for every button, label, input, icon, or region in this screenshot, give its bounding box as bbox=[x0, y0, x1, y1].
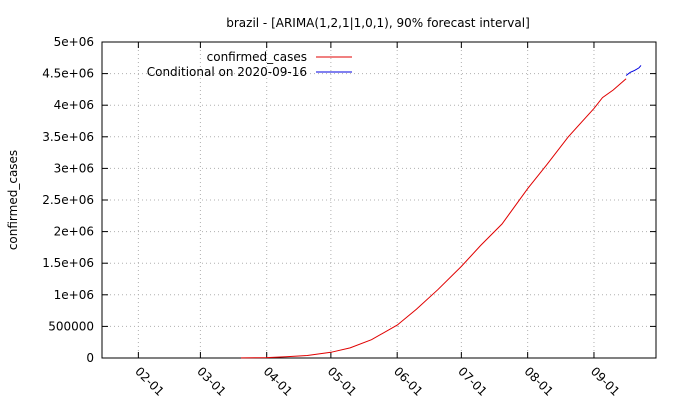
x-tick-label: 05-01 bbox=[325, 364, 360, 399]
y-tick-label: 4e+06 bbox=[54, 98, 94, 112]
legend-label: confirmed_cases bbox=[207, 50, 307, 64]
x-tick-label: 09-01 bbox=[588, 364, 623, 399]
series-line-forecast bbox=[625, 65, 642, 76]
y-tick-label: 2e+06 bbox=[54, 225, 94, 239]
x-tick-label: 06-01 bbox=[391, 364, 426, 399]
x-tick-label: 04-01 bbox=[261, 364, 296, 399]
chart-title: brazil - [ARIMA(1,2,1|1,0,1), 90% foreca… bbox=[226, 16, 530, 30]
y-tick-label: 3e+06 bbox=[54, 161, 94, 175]
series bbox=[240, 65, 642, 359]
y-tick-label: 1e+06 bbox=[54, 288, 94, 302]
x-tick-label: 08-01 bbox=[522, 364, 557, 399]
y-tick-label: 2.5e+06 bbox=[42, 193, 94, 207]
series-line-confirmed-cases bbox=[240, 78, 627, 359]
y-tick-label: 1.5e+06 bbox=[42, 256, 94, 270]
x-tick-label: 02-01 bbox=[132, 364, 167, 399]
y-tick-label: 4.5e+06 bbox=[42, 67, 94, 81]
y-axis-label: confirmed_cases bbox=[6, 150, 20, 250]
ticks: 0 500000 1e+06 1.5e+06 2e+06 2.5e+06 3e+06 3.5e… bbox=[42, 35, 656, 399]
y-tick-label: 500000 bbox=[48, 319, 94, 333]
legend-label: Conditional on 2020-09-16 bbox=[147, 65, 307, 79]
y-tick-label: 3.5e+06 bbox=[42, 130, 94, 144]
y-tick-label: 0 bbox=[86, 351, 94, 365]
y-tick-label: 5e+06 bbox=[54, 35, 94, 49]
x-tick-label: 03-01 bbox=[194, 364, 229, 399]
grid bbox=[102, 42, 656, 358]
x-tick-label: 07-01 bbox=[455, 364, 490, 399]
